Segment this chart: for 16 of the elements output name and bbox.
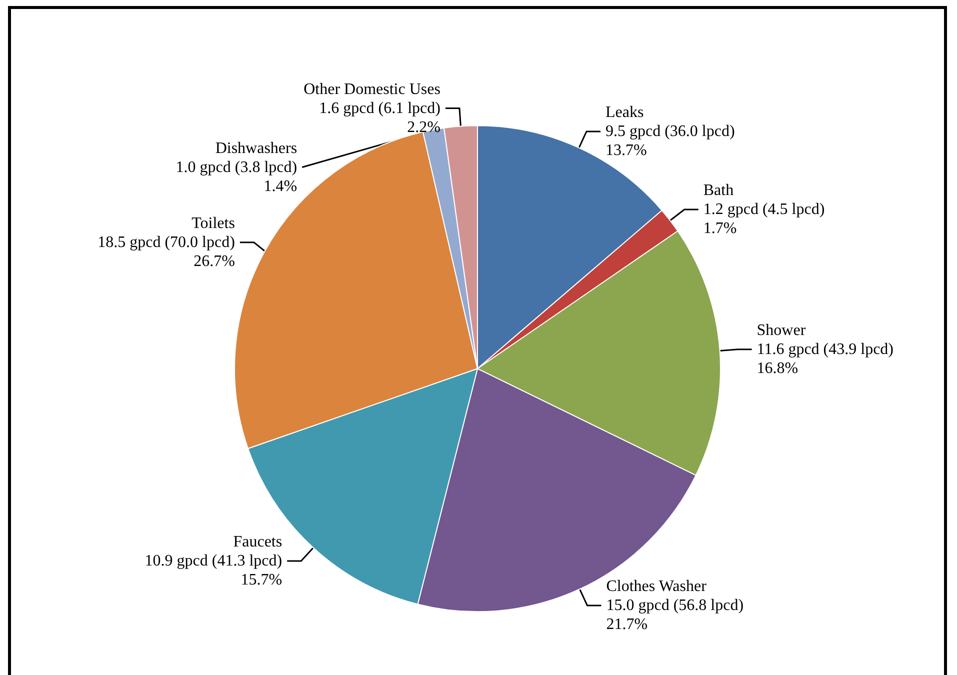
- data-label: 1.6 gpcd (6.1 lpcd) 2.2%: [319, 100, 440, 136]
- data-label: 18.5 gpcd (70.0 lpcd) 26.7%: [98, 234, 235, 270]
- data-label: 9.5 gpcd (36.0 lpcd) 13.7%: [606, 122, 735, 159]
- slice-label: Dishwashers: [215, 140, 298, 157]
- slice-label: Leaks: [606, 104, 644, 121]
- data-label: 1.0 gpcd (3.8 lpcd) 1.4%: [176, 158, 298, 195]
- slice-label: Shower: [756, 322, 806, 339]
- data-label: 15.0 gpcd (56.8 lpcd) 21.7%: [606, 596, 744, 633]
- slice-label: Clothes Washer: [606, 578, 708, 595]
- slice-label: Other Domestic Uses: [304, 80, 440, 98]
- slice-label: Faucets: [233, 534, 282, 550]
- data-label: 1.2 gpcd (4.5 lpcd) 1.7%: [703, 201, 825, 238]
- slice-label: Bath: [703, 182, 734, 200]
- data-label: 10.9 gpcd (41.3 lpcd) 15.7%: [144, 552, 282, 588]
- slice-label: Toilets: [192, 214, 235, 232]
- data-label: 11.6 gpcd (43.9 lpcd) 16.8%: [756, 340, 894, 377]
